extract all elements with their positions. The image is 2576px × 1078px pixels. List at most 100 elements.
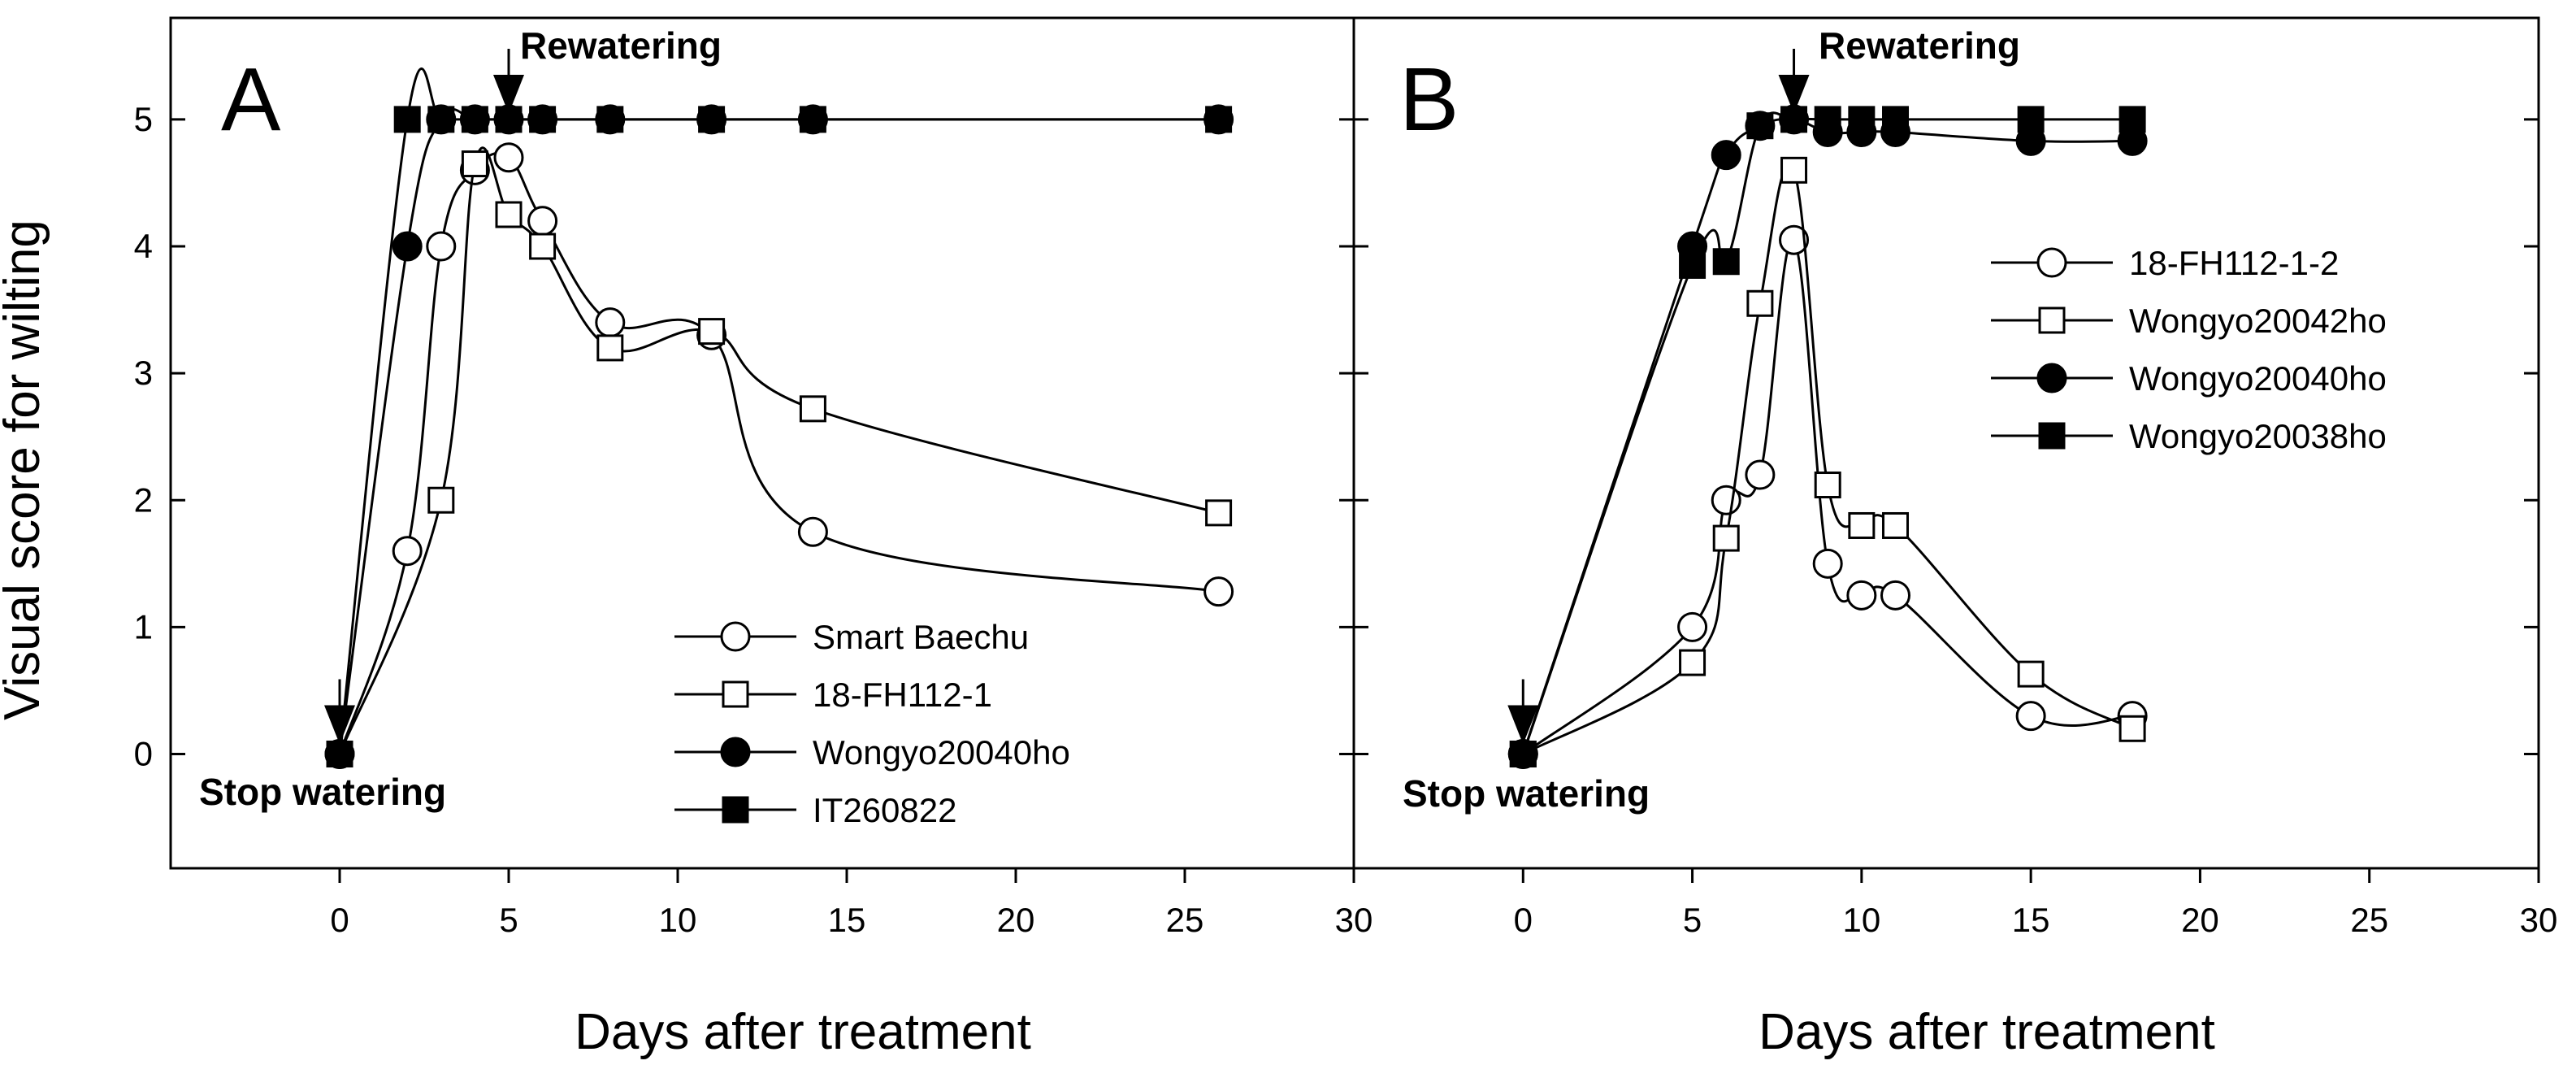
legend-marker (722, 796, 749, 824)
data-point (1745, 459, 1776, 490)
data-point (1203, 576, 1234, 607)
legend-item: Smart Baechu (674, 618, 1029, 656)
x-tick-label: 5 (499, 901, 518, 939)
panel-letter: B (1399, 50, 1459, 150)
data-point (427, 106, 455, 133)
data-point (1712, 524, 1740, 552)
legend-marker (2036, 247, 2067, 278)
plot-frame (1352, 16, 2540, 870)
data-point (1679, 649, 1706, 676)
x-tick-label: 10 (1842, 901, 1880, 939)
series-wongyo20038ho (1509, 106, 2146, 767)
legend-marker (2038, 306, 2066, 334)
legend-marker (2036, 363, 2067, 393)
y-axis-title: Visual score for wilting (0, 220, 50, 720)
rewatering-arrow (1778, 49, 1810, 114)
legend-item: Wongyo20040ho (674, 733, 1070, 772)
legend-label: Smart Baechu (813, 618, 1029, 656)
stop-watering-arrow (324, 679, 355, 745)
data-point (529, 233, 557, 260)
legend-marker (720, 737, 751, 767)
series-line (1522, 163, 2133, 755)
data-point (427, 486, 455, 514)
legend-label: Wongyo20042ho (2129, 302, 2387, 340)
data-point (461, 150, 488, 178)
y-tick-label: 4 (134, 227, 153, 265)
legend: Smart Baechu 18-FH112-1 Wongyo20040ho IT260… (674, 618, 1070, 829)
x-tick-label: 0 (330, 901, 349, 939)
x-tick-label: 20 (2181, 901, 2219, 939)
legend-label: 18-FH112-1-2 (2129, 244, 2339, 282)
data-point (1711, 140, 1741, 171)
series-line (338, 146, 1219, 755)
data-point (1812, 548, 1843, 579)
data-point (393, 106, 421, 133)
x-tick-label: 15 (2012, 901, 2050, 939)
x-axis-title: Days after treatment (575, 1004, 1031, 1060)
data-point (1814, 472, 1841, 499)
data-point (495, 201, 523, 228)
data-point (392, 536, 423, 567)
x-axis-title: Days after treatment (1759, 1004, 2215, 1060)
rewatering-label: Rewatering (1819, 24, 2020, 67)
y-tick-label: 3 (134, 354, 153, 392)
series-smart-baechu (324, 142, 1234, 769)
data-point (461, 106, 488, 133)
legend-label: Wongyo20038ho (2129, 417, 2387, 455)
x-tick-label: 25 (2350, 901, 2388, 939)
series-18-fh112-1 (326, 146, 1233, 767)
legend-label: Wongyo20040ho (813, 733, 1070, 772)
data-point (493, 142, 524, 173)
data-point (596, 106, 624, 133)
data-point (1677, 611, 1708, 642)
data-point (797, 516, 828, 547)
data-point (698, 318, 726, 346)
legend-item: Wongyo20040ho (1991, 359, 2387, 398)
data-point (426, 231, 457, 262)
data-point (1848, 106, 1876, 133)
data-point (527, 206, 558, 237)
x-tick-label: 20 (997, 901, 1035, 939)
y-tick-label: 1 (134, 607, 153, 645)
stop-watering-label: Stop watering (199, 771, 446, 813)
data-point (1205, 499, 1233, 527)
rewatering-arrow (493, 49, 524, 114)
x-tick-label: 0 (1514, 901, 1533, 939)
data-point (1882, 106, 1910, 133)
data-point (1814, 106, 1841, 133)
data-point (1711, 485, 1741, 515)
panel-b: 0 5 10 15 20 25 30 Days after treatment B Stop wa… (1352, 16, 2557, 1060)
series-it260822 (326, 67, 1233, 767)
data-point (799, 395, 826, 423)
data-point (1880, 580, 1911, 611)
legend-label: IT260822 (813, 791, 956, 829)
series-wongyo20040ho (324, 104, 1234, 769)
data-point (1779, 224, 1810, 255)
data-point (2118, 715, 2146, 742)
x-tick-label: 10 (659, 901, 697, 939)
data-point (1679, 251, 1706, 279)
legend: 18-FH112-1-2 Wongyo20042ho Wongyo20040ho Wo… (1991, 244, 2387, 455)
x-tick-label: 5 (1683, 901, 1702, 939)
stop-watering-label: Stop watering (1403, 772, 1650, 815)
data-point (326, 740, 353, 767)
data-point (698, 106, 726, 133)
data-point (2017, 660, 2045, 688)
data-point (1746, 112, 1774, 140)
data-point (2017, 106, 2045, 133)
data-point (799, 106, 826, 133)
data-point (1712, 248, 1740, 276)
panel-letter: A (221, 50, 281, 150)
series-line (338, 107, 1219, 754)
data-point (2118, 106, 2146, 133)
stop-watering-arrow-head (324, 705, 355, 745)
legend-item: 18-FH112-1-2 (1991, 244, 2339, 282)
legend-marker (2038, 422, 2066, 450)
data-point (1882, 511, 1910, 539)
series-wongyo20040ho (1507, 104, 2148, 769)
stop-watering-arrow-head (1507, 705, 1539, 745)
data-point (1509, 740, 1537, 767)
x-tick-label: 25 (1166, 901, 1204, 939)
data-point (392, 231, 423, 262)
